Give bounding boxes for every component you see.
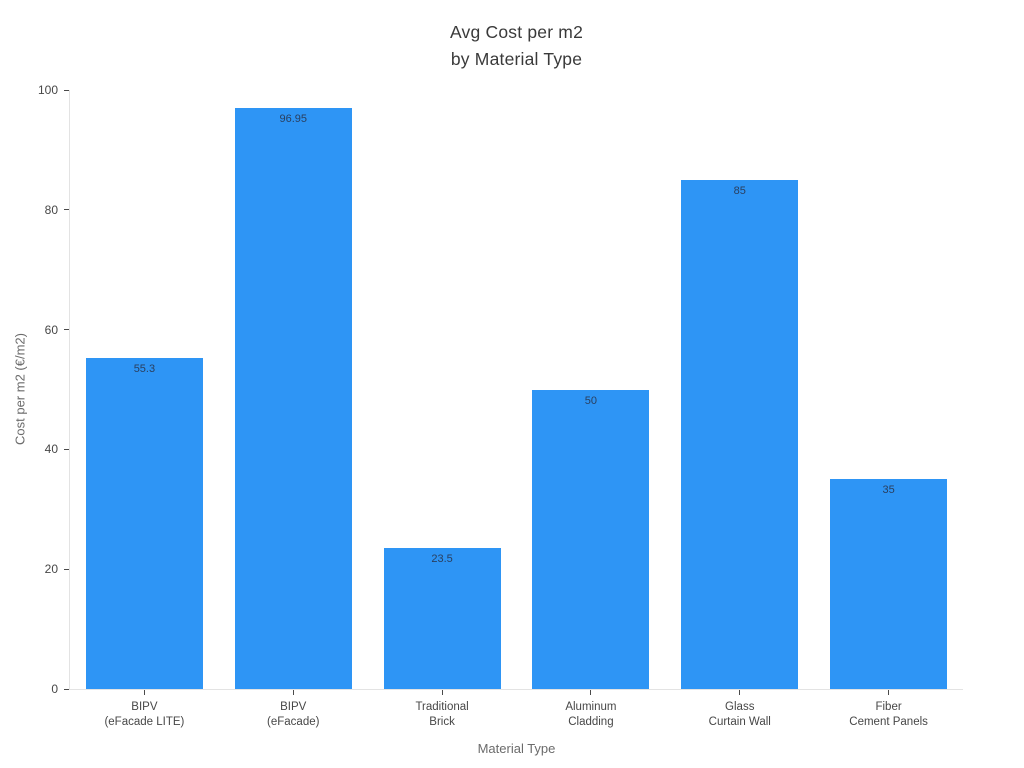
x-tick-mark — [888, 690, 890, 695]
bar — [681, 179, 799, 689]
bar-value-label: 35 — [882, 484, 895, 497]
y-tick-label: 80 — [44, 202, 58, 217]
bar — [234, 108, 352, 689]
x-tick-label-line: Cement Panels — [849, 716, 928, 728]
x-tick-label-line: (eFacade LITE) — [104, 716, 185, 728]
y-tick-label: 100 — [37, 83, 58, 97]
bar — [383, 548, 501, 689]
bar-value-label: 55.3 — [133, 362, 156, 375]
x-axis-title: Material Type — [477, 741, 556, 756]
x-tick-label: BIPV (eFacade LITE) — [70, 700, 219, 730]
x-tick-label-line: BIPV — [131, 701, 158, 713]
bar-value-label: 50 — [584, 394, 598, 407]
bar — [532, 389, 650, 689]
y-tick-mark — [64, 448, 69, 450]
y-axis-title: Cost per m2 (€/m2) — [12, 333, 28, 445]
y-tick-mark — [64, 568, 69, 570]
bar-value-label: 96.95 — [279, 113, 308, 126]
x-tick-label-line: Cladding — [568, 716, 614, 728]
chart-title: Avg Cost per m2 by Material Type — [70, 19, 963, 73]
x-tick-mark — [739, 690, 741, 695]
bar-value-label: 85 — [733, 184, 746, 197]
y-tick-label: 60 — [44, 322, 58, 337]
bar — [830, 479, 948, 689]
plot-area: 0 20 40 60 80 100 55.3 96.95 23.5 50 85 35 BIPV (eF… — [38, 83, 963, 728]
x-tick-label-line: (eFacade) — [267, 716, 320, 728]
x-tick-mark — [292, 690, 294, 695]
y-tick-label: 0 — [51, 682, 58, 696]
x-tick-label: Fiber Cement Panels — [814, 700, 963, 730]
x-tick-mark — [590, 690, 592, 695]
y-tick-mark — [64, 209, 69, 211]
x-tick-label-line: Traditional — [415, 701, 469, 713]
x-tick-label: Aluminum Cladding — [516, 700, 665, 730]
x-tick-mark — [441, 690, 443, 695]
y-tick-mark — [64, 688, 69, 690]
chart-title-line2: by Material Type — [450, 49, 583, 69]
bar — [85, 357, 203, 689]
x-tick-label-line: Curtain Wall — [708, 716, 771, 728]
y-tick-mark — [64, 329, 69, 331]
y-tick-mark — [64, 89, 69, 91]
x-tick-label: Traditional Brick — [368, 700, 517, 730]
x-tick-label-line: Aluminum — [565, 701, 617, 713]
x-tick-label: Glass Curtain Wall — [665, 700, 814, 730]
x-tick-mark — [143, 690, 145, 695]
y-axis-line — [69, 90, 70, 690]
x-tick-label: BIPV (eFacade) — [219, 700, 368, 730]
x-tick-label-line: Brick — [429, 716, 455, 728]
chart-title-line1: Avg Cost per m2 — [449, 22, 583, 42]
y-tick-label: 20 — [44, 562, 58, 577]
x-tick-label-line: BIPV — [280, 701, 307, 713]
y-tick-label: 40 — [44, 442, 58, 457]
bar-value-label: 23.5 — [431, 553, 453, 566]
x-axis-line — [69, 689, 963, 690]
x-tick-label-line: Fiber — [875, 701, 902, 713]
x-tick-label-line: Glass — [725, 701, 755, 713]
